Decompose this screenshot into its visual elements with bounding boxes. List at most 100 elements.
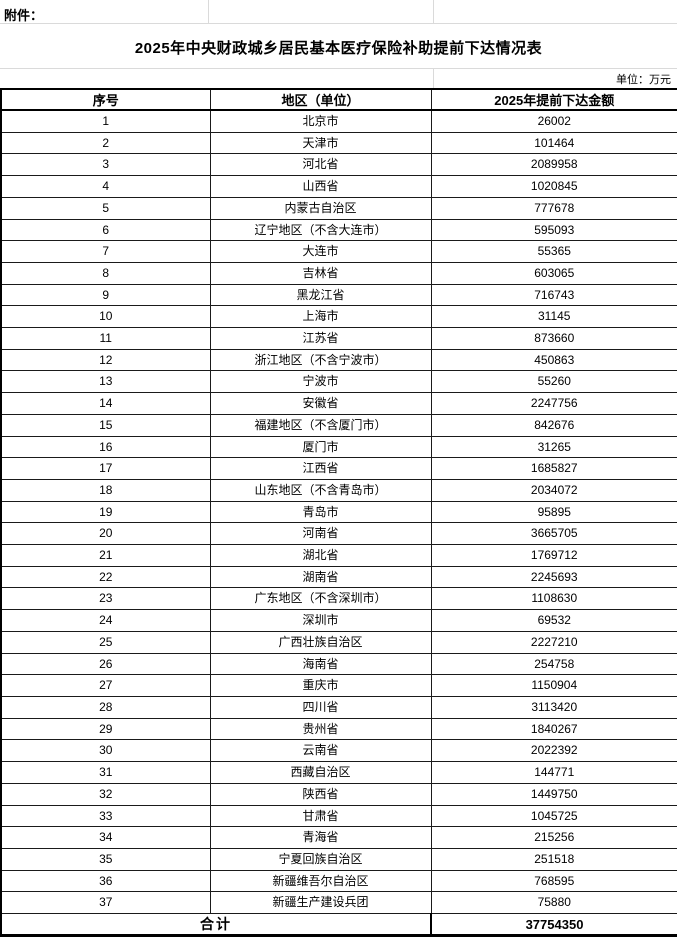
row-amount-cell: 603065	[430, 261, 677, 285]
row-amount-cell: 26002	[430, 109, 677, 133]
row-amount-cell: 1840267	[430, 717, 677, 741]
row-region-cell: 四川省	[209, 695, 432, 719]
table-row: 8 吉林省 603065	[0, 261, 677, 285]
table-row: 4 山西省 1020845	[0, 175, 677, 198]
table-row: 36 新疆维吾尔自治区 768595	[0, 869, 677, 893]
row-region-cell: 浙江地区（不含宁波市）	[209, 348, 432, 372]
row-index-cell: 1	[0, 109, 211, 133]
row-region-cell: 宁波市	[209, 370, 432, 394]
table-row: 7 大连市 55365	[0, 240, 677, 263]
row-index-cell: 10	[0, 305, 211, 329]
row-region-cell: 青海省	[209, 826, 432, 849]
row-amount-cell: 1108630	[430, 587, 677, 611]
row-region-cell: 黑龙江省	[209, 283, 432, 307]
background-gridline-vertical	[208, 0, 209, 23]
table-row: 13 宁波市 55260	[0, 370, 677, 394]
table-row: 21 湖北省 1769712	[0, 544, 677, 567]
table-row: 17 江西省 1685827	[0, 457, 677, 480]
table-row: 28 四川省 3113420	[0, 695, 677, 719]
background-gridline-vertical	[433, 68, 434, 88]
row-amount-cell: 1020845	[430, 175, 677, 198]
table-row: 6 辽宁地区（不含大连市） 595093	[0, 218, 677, 242]
row-index-cell: 21	[0, 544, 211, 567]
row-amount-cell: 842676	[430, 413, 677, 437]
row-index-cell: 15	[0, 413, 211, 437]
row-region-cell: 广西壮族自治区	[209, 630, 432, 654]
table-row: 33 甘肃省 1045725	[0, 804, 677, 828]
row-region-cell: 河北省	[209, 153, 432, 177]
table-row: 29 贵州省 1840267	[0, 717, 677, 741]
row-amount-cell: 1045725	[430, 804, 677, 828]
row-region-cell: 海南省	[209, 652, 432, 676]
row-region-cell: 贵州省	[209, 717, 432, 741]
row-amount-cell: 251518	[430, 847, 677, 871]
row-region-cell: 深圳市	[209, 609, 432, 632]
table-row: 12 浙江地区（不含宁波市） 450863	[0, 348, 677, 372]
table-row: 18 山东地区（不含青岛市） 2034072	[0, 478, 677, 502]
row-amount-cell: 777678	[430, 196, 677, 220]
header-cell-region: 地区（单位）	[209, 88, 432, 111]
row-index-cell: 2	[0, 131, 211, 155]
table-row: 9 黑龙江省 716743	[0, 283, 677, 307]
header-row: 序号 地区（单位） 2025年提前下达金额	[0, 88, 677, 111]
table-row: 23 广东地区（不含深圳市） 1108630	[0, 587, 677, 611]
row-amount-cell: 75880	[430, 891, 677, 915]
attachment-label: 附件：	[4, 8, 44, 23]
row-index-cell: 34	[0, 826, 211, 849]
header-cell-index: 序号	[0, 88, 211, 111]
row-region-cell: 安徽省	[209, 392, 432, 415]
row-region-cell: 河南省	[209, 522, 432, 546]
row-region-cell: 福建地区（不含厦门市）	[209, 413, 432, 437]
row-index-cell: 27	[0, 674, 211, 697]
row-index-cell: 32	[0, 782, 211, 806]
table-row: 2 天津市 101464	[0, 131, 677, 155]
row-index-cell: 31	[0, 761, 211, 784]
row-amount-cell: 2022392	[430, 739, 677, 763]
total-row: 合计 37754350	[0, 913, 677, 938]
row-index-cell: 20	[0, 522, 211, 546]
row-index-cell: 6	[0, 218, 211, 242]
row-amount-cell: 2247756	[430, 392, 677, 415]
row-amount-cell: 2089958	[430, 153, 677, 177]
row-index-cell: 9	[0, 283, 211, 307]
row-amount-cell: 3665705	[430, 522, 677, 546]
table-row: 34 青海省 215256	[0, 826, 677, 849]
document-title: 2025年中央财政城乡居民基本医疗保险补助提前下达情况表	[134, 40, 543, 57]
table-row: 16 厦门市 31265	[0, 435, 677, 459]
row-index-cell: 16	[0, 435, 211, 459]
row-index-cell: 35	[0, 847, 211, 871]
row-amount-cell: 101464	[430, 131, 677, 155]
row-region-cell: 天津市	[209, 131, 432, 155]
row-region-cell: 重庆市	[209, 674, 432, 697]
row-index-cell: 13	[0, 370, 211, 394]
row-index-cell: 11	[0, 327, 211, 350]
table-row: 26 海南省 254758	[0, 652, 677, 676]
table-row: 5 内蒙古自治区 777678	[0, 196, 677, 220]
row-region-cell: 西藏自治区	[209, 761, 432, 784]
row-index-cell: 7	[0, 240, 211, 263]
row-region-cell: 江西省	[209, 457, 432, 480]
total-label-cell: 合计	[0, 913, 432, 938]
row-index-cell: 37	[0, 891, 211, 915]
row-amount-cell: 69532	[430, 609, 677, 632]
row-index-cell: 8	[0, 261, 211, 285]
row-region-cell: 上海市	[209, 305, 432, 329]
table-row: 25 广西壮族自治区 2227210	[0, 630, 677, 654]
row-amount-cell: 144771	[430, 761, 677, 784]
row-amount-cell: 873660	[430, 327, 677, 350]
row-amount-cell: 716743	[430, 283, 677, 307]
row-region-cell: 吉林省	[209, 261, 432, 285]
row-region-cell: 宁夏回族自治区	[209, 847, 432, 871]
row-amount-cell: 1150904	[430, 674, 677, 697]
row-region-cell: 甘肃省	[209, 804, 432, 828]
table-row: 31 西藏自治区 144771	[0, 761, 677, 784]
background-gridline-horizontal	[0, 23, 677, 24]
table-row: 19 青岛市 95895	[0, 500, 677, 524]
table-row: 37 新疆生产建设兵团 75880	[0, 891, 677, 915]
row-index-cell: 23	[0, 587, 211, 611]
row-region-cell: 江苏省	[209, 327, 432, 350]
row-amount-cell: 1685827	[430, 457, 677, 480]
background-gridline-horizontal	[0, 68, 677, 69]
row-region-cell: 山东地区（不含青岛市）	[209, 478, 432, 502]
table-row: 14 安徽省 2247756	[0, 392, 677, 415]
